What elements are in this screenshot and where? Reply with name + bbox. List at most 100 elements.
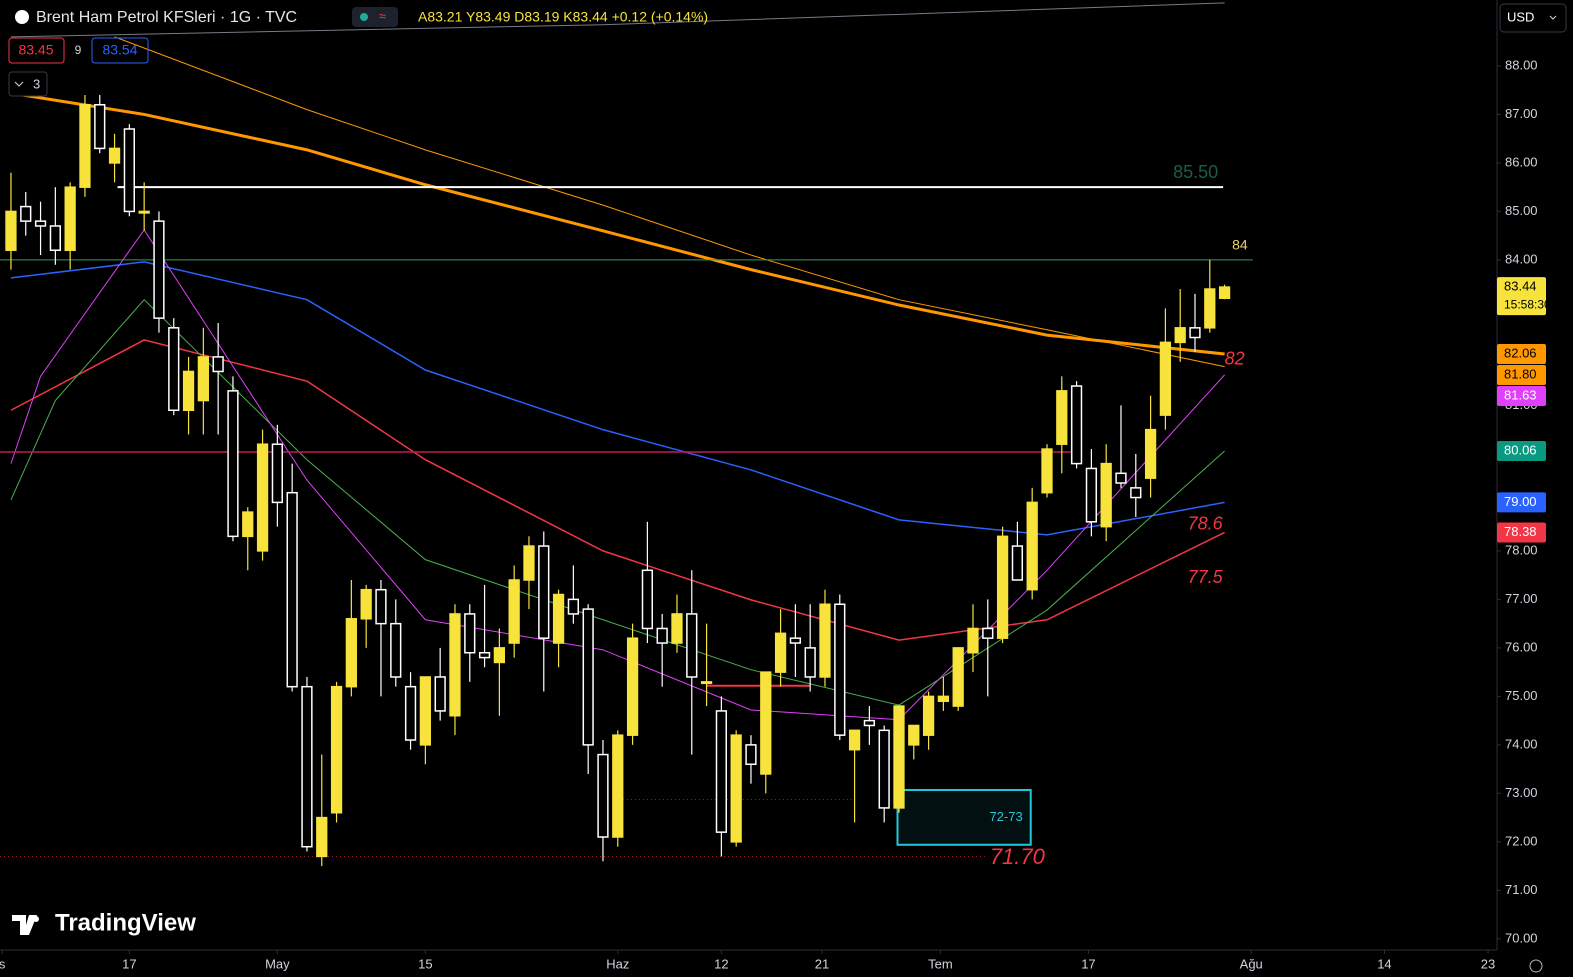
candle-body — [79, 103, 91, 188]
zone-box — [896, 788, 1032, 846]
candle-body — [567, 598, 580, 615]
y-tick-label: 78.00 — [1505, 542, 1538, 557]
candle-body — [493, 647, 506, 664]
candle-body — [153, 220, 165, 319]
candle-body — [242, 511, 254, 538]
ma-line — [10, 2, 1225, 38]
candle-body — [1100, 462, 1112, 528]
candle-body — [478, 651, 491, 659]
candle-body — [271, 443, 283, 504]
candle-body — [538, 545, 550, 639]
annotation: 77.5 — [1188, 567, 1224, 587]
x-tick-label: Ağu — [1240, 956, 1263, 971]
candle-body — [641, 569, 654, 630]
x-tick-label: s — [0, 956, 6, 971]
candle-body — [1130, 487, 1142, 499]
candle-body — [1041, 448, 1053, 494]
candle-body — [730, 734, 742, 843]
candle-body — [464, 613, 476, 654]
candle-body — [671, 613, 683, 644]
price-badge-label: 78.38 — [1504, 524, 1537, 539]
candle-body — [508, 579, 520, 644]
currency[interactable]: USD — [1507, 9, 1534, 24]
candle-body — [774, 632, 787, 673]
candle-body — [612, 734, 624, 838]
candle-body — [745, 744, 757, 766]
price-badge-label: 81.63 — [1504, 387, 1537, 402]
overlay: Brent Ham Petrol KFSleri · 1G · TVC ≈ A8… — [8, 3, 1567, 973]
symbol-title[interactable]: Brent Ham Petrol KFSleri · 1G · TVC — [36, 9, 297, 26]
candle-body — [34, 220, 47, 227]
y-tick-label: 88.00 — [1505, 57, 1538, 72]
candle-body — [301, 685, 313, 848]
candle-body — [20, 205, 32, 222]
candle-body — [227, 390, 239, 538]
candle-body — [1144, 428, 1157, 479]
candle-body — [1159, 341, 1172, 416]
x-tick-label: 17 — [1081, 956, 1095, 971]
annotation: 78.6 — [1188, 514, 1224, 534]
candle-body — [1056, 390, 1068, 445]
x-tick-label: 23 — [1481, 956, 1495, 971]
y-tick-label: 84.00 — [1505, 251, 1538, 266]
candle-body — [819, 603, 831, 678]
candle-body — [1085, 467, 1098, 523]
candle-body — [345, 618, 357, 688]
price-badge-label: 80.06 — [1504, 442, 1537, 457]
candle-body — [878, 729, 890, 809]
status-dot — [360, 13, 368, 21]
candle-body — [449, 613, 461, 717]
x-tick-label: 14 — [1377, 956, 1391, 971]
price-badge — [1497, 386, 1546, 407]
indicators-count[interactable]: 3 — [33, 76, 40, 91]
buy-button[interactable] — [91, 37, 149, 64]
candle-body — [168, 327, 180, 412]
ma-line — [114, 36, 1225, 368]
candle-body — [256, 443, 269, 552]
indicators-toggle[interactable] — [8, 71, 48, 97]
chevron — [1549, 15, 1557, 20]
price-badge-label: 81.80 — [1504, 366, 1537, 381]
sell-button[interactable] — [8, 37, 65, 64]
candle-body — [996, 535, 1009, 639]
y-tick-label: 74.00 — [1505, 736, 1538, 751]
x-tick-label: Haz — [606, 956, 629, 971]
logo-icon — [12, 915, 37, 935]
price-badge — [1497, 492, 1546, 513]
candle-body — [182, 370, 195, 412]
candle-body — [49, 225, 61, 251]
candle-body — [804, 647, 816, 678]
price-badge — [1497, 277, 1546, 316]
candle-body — [197, 356, 209, 402]
candle-body — [597, 753, 609, 838]
candle-body — [1011, 545, 1024, 581]
candle-body — [404, 685, 417, 741]
candle-body — [212, 356, 224, 373]
candle-body — [360, 588, 372, 620]
price-badge — [1497, 522, 1546, 543]
currency-button[interactable] — [1499, 3, 1567, 33]
candle-body — [1174, 327, 1186, 344]
buy-price[interactable]: 83.54 — [102, 42, 137, 58]
sell-price[interactable]: 83.45 — [18, 42, 53, 58]
candle-body — [656, 627, 668, 644]
candle-body — [715, 710, 728, 833]
settings-icon[interactable] — [1529, 959, 1543, 973]
candle-body — [937, 695, 950, 702]
plot: 85.50 84 71.70 72-73 82 78.6 77.5 — [0, 2, 1253, 869]
x-tick-label: 21 — [815, 956, 829, 971]
y-tick-label: 71.00 — [1505, 882, 1538, 897]
candle-body — [1189, 327, 1201, 339]
chevron — [14, 81, 24, 87]
candle-body — [375, 588, 387, 625]
y-tick-label: 87.00 — [1505, 106, 1538, 121]
candle-body — [686, 613, 698, 678]
candle-body — [1070, 385, 1083, 465]
annotation: 82 — [1225, 349, 1245, 369]
level-label: 84 — [1232, 237, 1248, 253]
candle-body — [834, 603, 846, 736]
level-label: 71.70 — [990, 844, 1046, 869]
candle-body — [434, 676, 446, 712]
